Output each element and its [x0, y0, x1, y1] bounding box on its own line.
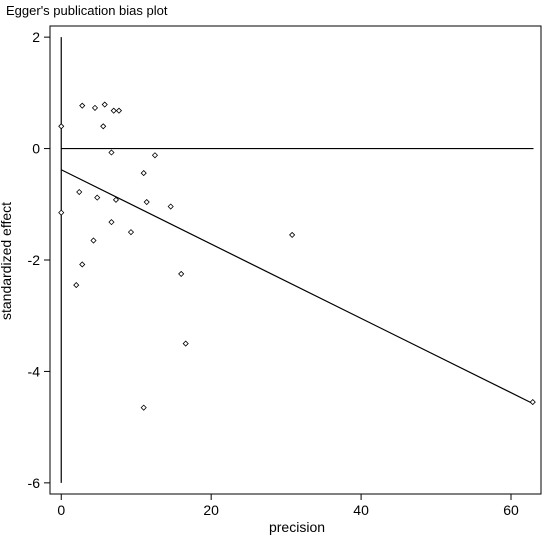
regression-line [60, 169, 534, 405]
y-tick-label: -4 [28, 363, 41, 379]
y-axis-label: standardized effect [0, 202, 14, 320]
data-point [73, 282, 80, 289]
data-point [108, 219, 115, 226]
data-point [90, 237, 97, 244]
data-point [112, 196, 120, 203]
point-group [58, 101, 536, 411]
data-point [140, 404, 147, 411]
y-tick-label: -2 [28, 252, 41, 268]
data-point [529, 399, 536, 406]
chart-title: Egger's publication bias plot [6, 3, 168, 18]
data-point [76, 188, 83, 196]
data-point [127, 229, 135, 236]
plot-frame [49, 25, 542, 495]
data-point [79, 102, 86, 109]
data-point [143, 198, 150, 206]
data-point [110, 107, 117, 114]
data-point [289, 231, 296, 238]
data-point [100, 123, 107, 130]
y-tick-label: -6 [28, 475, 41, 491]
x-tick-label: 20 [203, 502, 219, 518]
data-point [182, 340, 189, 347]
data-point [58, 123, 65, 130]
data-point [94, 194, 101, 201]
data-point [140, 170, 147, 177]
data-point [108, 149, 115, 156]
data-point [115, 107, 123, 114]
x-axis-label: precision [269, 519, 325, 535]
data-point [91, 104, 99, 111]
y-tick-label: 2 [32, 29, 40, 45]
data-point [167, 203, 174, 210]
y-tick-label: 0 [32, 141, 40, 157]
data-point [178, 270, 185, 277]
x-tick-label: 0 [57, 502, 65, 518]
data-point [58, 209, 65, 216]
line-group [60, 37, 534, 483]
data-point [79, 261, 86, 268]
axes [49, 25, 542, 495]
data-point [151, 152, 159, 159]
data-point [101, 101, 108, 108]
x-tick-label: 40 [353, 502, 369, 518]
x-tick-label: 60 [503, 502, 519, 518]
